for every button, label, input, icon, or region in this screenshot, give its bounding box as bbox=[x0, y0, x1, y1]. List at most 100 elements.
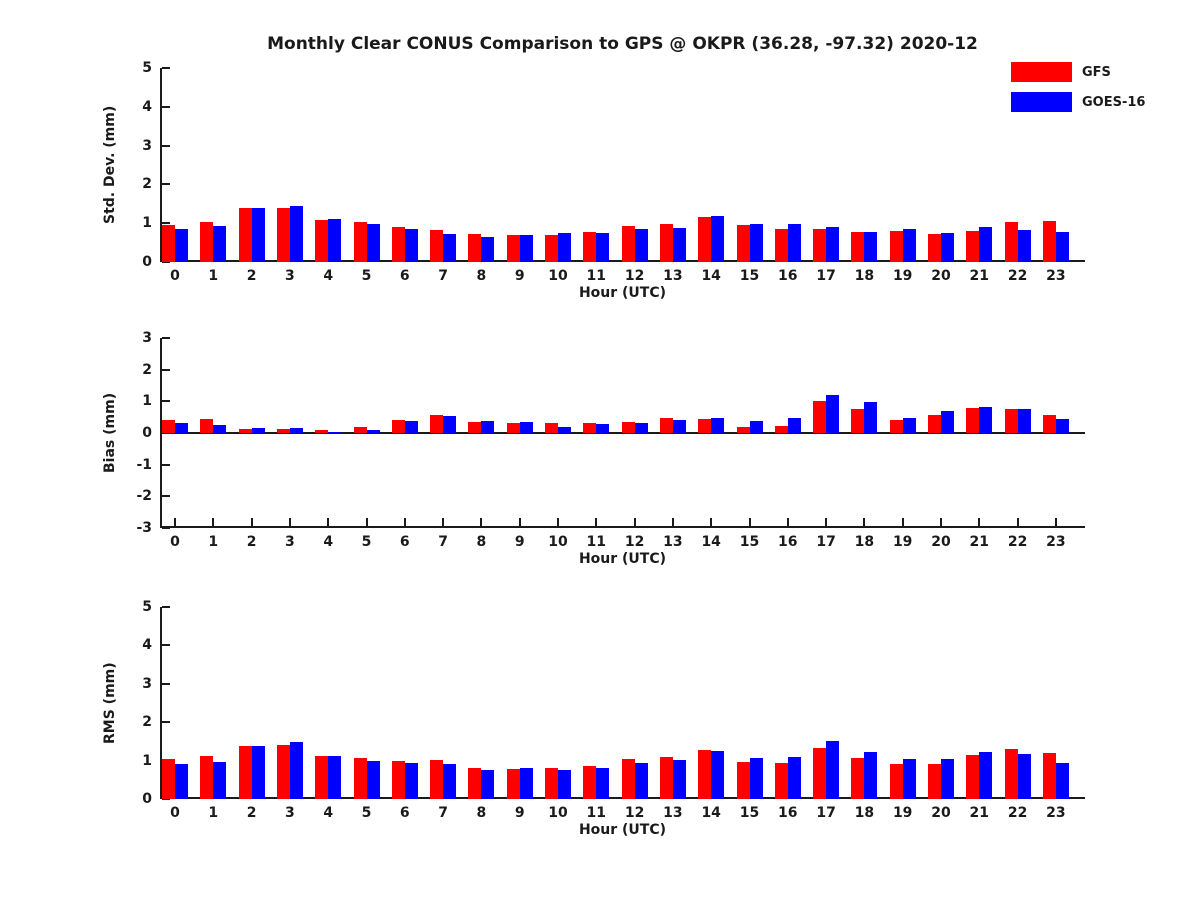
bar-gfs-h11 bbox=[583, 232, 597, 262]
x-tick-label: 2 bbox=[246, 805, 257, 821]
x-tick-label: 9 bbox=[514, 805, 525, 821]
bar-goes-16-h12 bbox=[634, 763, 648, 799]
bar-goes-16-h0 bbox=[175, 229, 188, 262]
y-tick-mark bbox=[162, 798, 170, 800]
x-tick-label: 13 bbox=[663, 268, 683, 284]
bar-gfs-h0 bbox=[162, 420, 175, 433]
bar-goes-16-h2 bbox=[251, 746, 265, 799]
y-axis-spine bbox=[160, 607, 162, 799]
y-tick-mark bbox=[162, 463, 170, 466]
x-tick-label: 8 bbox=[476, 534, 487, 550]
x-tick-label: 1 bbox=[208, 268, 219, 284]
bar-gfs-h7 bbox=[430, 230, 444, 262]
x-tick-label: 20 bbox=[931, 534, 951, 550]
bar-goes-16-h11 bbox=[596, 768, 610, 799]
bar-goes-16-h20 bbox=[941, 233, 954, 262]
x-tick-label: 15 bbox=[739, 805, 760, 821]
x-tick-label: 22 bbox=[1007, 268, 1028, 284]
x-tick-label: 1 bbox=[208, 534, 219, 550]
x-tick-mark bbox=[978, 518, 981, 526]
bar-goes-16-h3 bbox=[289, 428, 303, 433]
x-tick-mark bbox=[940, 518, 942, 526]
x-tick-label: 15 bbox=[739, 268, 760, 284]
x-tick-label: 13 bbox=[663, 805, 683, 821]
bar-gfs-h1 bbox=[200, 419, 214, 433]
bar-goes-16-h14 bbox=[711, 418, 725, 433]
bar-goes-16-h13 bbox=[672, 228, 686, 262]
x-axis-label-bias: Hour (UTC) bbox=[578, 551, 667, 567]
bar-goes-16-h13 bbox=[672, 420, 686, 433]
bar-goes-16-h13 bbox=[672, 760, 686, 799]
panel-std-dev: Std. Dev. (mm) 0 1 2 3 4 5 0 1 2 3 4 5 6 7 8 9 10 11 12 13 1… bbox=[102, 60, 1085, 301]
x-tick-label: 23 bbox=[1046, 534, 1066, 550]
x-tick-label: 17 bbox=[816, 534, 836, 550]
bar-gfs-h8 bbox=[468, 234, 482, 262]
y-tick-label: 3 bbox=[142, 675, 152, 692]
bar-gfs-h4 bbox=[315, 220, 329, 262]
bar-goes-16-h21 bbox=[979, 407, 993, 433]
bar-gfs-h7 bbox=[430, 760, 444, 799]
x-tick-label: 18 bbox=[854, 268, 875, 284]
x-tick-label: 7 bbox=[438, 534, 448, 550]
bar-goes-16-h17 bbox=[826, 395, 840, 433]
y-tick-mark bbox=[162, 337, 170, 339]
bar-gfs-h18 bbox=[851, 758, 865, 799]
y-tick-mark bbox=[162, 144, 170, 147]
x-tick-label: 11 bbox=[586, 268, 607, 284]
bar-gfs-h5 bbox=[353, 758, 367, 799]
y-tick-label: -3 bbox=[136, 520, 152, 536]
y-tick-label: 0 bbox=[142, 791, 152, 807]
bar-gfs-h4 bbox=[315, 756, 329, 799]
x-tick-mark bbox=[480, 518, 483, 526]
bar-goes-16-h16 bbox=[787, 418, 801, 433]
x-tick-label: 15 bbox=[739, 534, 760, 550]
bar-goes-16-h5 bbox=[366, 430, 380, 433]
bar-gfs-h5 bbox=[353, 222, 367, 262]
bar-goes-16-h16 bbox=[787, 224, 801, 262]
x-tick-label: 6 bbox=[399, 805, 410, 821]
y-tick-mark bbox=[162, 644, 170, 647]
x-tick-label: 5 bbox=[361, 805, 372, 821]
bar-gfs-h17 bbox=[813, 401, 827, 433]
bar-gfs-h22 bbox=[1004, 222, 1018, 262]
x-tick-label: 22 bbox=[1007, 805, 1028, 821]
bar-goes-16-h14 bbox=[711, 751, 725, 799]
x-tick-label: 10 bbox=[548, 805, 568, 821]
x-tick-label: 4 bbox=[323, 805, 334, 821]
x-tick-mark bbox=[174, 518, 176, 526]
bar-gfs-h13 bbox=[659, 224, 673, 262]
bar-gfs-h4 bbox=[315, 430, 329, 433]
x-tick-label: 3 bbox=[285, 805, 295, 821]
bar-gfs-h23 bbox=[1042, 415, 1056, 433]
bar-gfs-h21 bbox=[966, 408, 980, 433]
x-tick-mark bbox=[365, 518, 368, 526]
bar-gfs-h2 bbox=[238, 429, 252, 433]
x-tick-label: 4 bbox=[323, 534, 334, 550]
y-tick-mark bbox=[162, 682, 170, 685]
y-tick-label: 2 bbox=[142, 714, 152, 731]
y-tick-mark bbox=[162, 261, 170, 263]
y-tick-label: 0 bbox=[142, 425, 152, 441]
bar-gfs-h18 bbox=[851, 409, 865, 433]
bar-gfs-h13 bbox=[659, 418, 673, 433]
bar-gfs-h3 bbox=[276, 745, 290, 799]
bar-gfs-h6 bbox=[391, 227, 405, 262]
x-tick-label: 9 bbox=[514, 268, 525, 284]
bar-gfs-h19 bbox=[889, 764, 903, 799]
bar-gfs-h1 bbox=[200, 756, 214, 799]
x-tick-label: 22 bbox=[1007, 534, 1028, 550]
x-tick-label: 4 bbox=[323, 268, 334, 284]
x-tick-mark bbox=[1016, 518, 1019, 526]
x-tick-label: 21 bbox=[969, 534, 990, 550]
x-tick-label: 12 bbox=[624, 268, 645, 284]
plot-area-bias: -3 -2 -1 0 1 2 3 0 1 2 3 4 5 6 7 8 9 10 11 12 13 14 15 16 17 18 19… bbox=[136, 330, 1085, 550]
x-tick-label: 12 bbox=[624, 534, 645, 550]
panel-bias: Bias (mm) -3 -2 -1 0 1 2 3 0 1 2 3 4 5 6 7 8 9 10 11 12 13 14… bbox=[102, 330, 1085, 567]
bar-gfs-h10 bbox=[545, 235, 558, 262]
x-tick-mark bbox=[863, 518, 866, 526]
y-tick-label: 1 bbox=[142, 393, 152, 410]
bar-gfs-h3 bbox=[276, 208, 290, 262]
x-tick-mark bbox=[403, 518, 406, 526]
bar-gfs-h12 bbox=[621, 759, 635, 799]
bar-gfs-h19 bbox=[889, 231, 903, 262]
